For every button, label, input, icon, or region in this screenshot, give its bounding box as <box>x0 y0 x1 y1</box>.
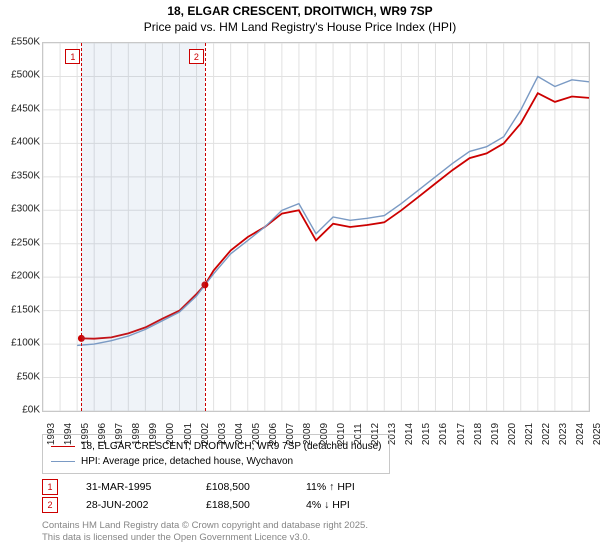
sales-table: 1 31-MAR-1995 £108,500 11% ↑ HPI2 28-JUN… <box>42 478 355 514</box>
marker-box: 1 <box>65 49 80 64</box>
x-tick-label: 2018 <box>473 423 484 445</box>
sale-price: £108,500 <box>206 481 306 493</box>
legend: 18, ELGAR CRESCENT, DROITWICH, WR9 7SP (… <box>42 434 390 474</box>
marker-line <box>81 43 82 411</box>
y-tick-label: £300K <box>11 204 40 215</box>
title-line2: Price paid vs. HM Land Registry's House … <box>144 20 456 34</box>
y-tick-label: £400K <box>11 137 40 148</box>
copyright-line1: Contains HM Land Registry data © Crown c… <box>42 520 368 531</box>
legend-swatch-paid <box>51 446 75 448</box>
x-tick-label: 2025 <box>592 423 600 445</box>
x-tick-label: 2015 <box>421 423 432 445</box>
copyright-line2: This data is licensed under the Open Gov… <box>42 532 310 543</box>
sale-hpi: 4% ↓ HPI <box>306 499 350 511</box>
legend-swatch-hpi <box>51 461 75 462</box>
x-tick-label: 2019 <box>490 423 501 445</box>
sale-price: £188,500 <box>206 499 306 511</box>
legend-label-hpi: HPI: Average price, detached house, Wych… <box>81 454 293 469</box>
y-tick-label: £50K <box>17 371 40 382</box>
sale-date: 28-JUN-2002 <box>86 499 206 511</box>
y-tick-label: £150K <box>11 304 40 315</box>
x-tick-label: 2021 <box>524 423 535 445</box>
y-tick-label: £0K <box>22 405 40 416</box>
sale-marker: 2 <box>42 497 58 513</box>
x-tick-label: 2022 <box>541 423 552 445</box>
copyright: Contains HM Land Registry data © Crown c… <box>42 520 368 545</box>
x-tick-label: 2023 <box>558 423 569 445</box>
y-tick-label: £200K <box>11 271 40 282</box>
y-tick-label: £100K <box>11 338 40 349</box>
title-line1: 18, ELGAR CRESCENT, DROITWICH, WR9 7SP <box>167 4 432 18</box>
sale-marker: 1 <box>42 479 58 495</box>
y-tick-label: £550K <box>11 37 40 48</box>
x-tick-label: 2017 <box>456 423 467 445</box>
sale-row: 2 28-JUN-2002 £188,500 4% ↓ HPI <box>42 496 355 514</box>
y-tick-label: £250K <box>11 237 40 248</box>
y-tick-label: £450K <box>11 103 40 114</box>
y-tick-label: £500K <box>11 70 40 81</box>
x-tick-label: 2020 <box>507 423 518 445</box>
sale-hpi: 11% ↑ HPI <box>306 481 355 493</box>
sale-date: 31-MAR-1995 <box>86 481 206 493</box>
legend-label-paid: 18, ELGAR CRESCENT, DROITWICH, WR9 7SP (… <box>81 439 381 454</box>
marker-box: 2 <box>189 49 204 64</box>
x-tick-label: 2014 <box>404 423 415 445</box>
y-tick-label: £350K <box>11 170 40 181</box>
shade-region <box>81 43 205 411</box>
chart-plot: 12 <box>42 42 590 412</box>
sale-row: 1 31-MAR-1995 £108,500 11% ↑ HPI <box>42 478 355 496</box>
chart-title: 18, ELGAR CRESCENT, DROITWICH, WR9 7SP P… <box>0 4 600 35</box>
x-tick-label: 2024 <box>575 423 586 445</box>
marker-line <box>205 43 206 411</box>
x-tick-label: 2016 <box>438 423 449 445</box>
